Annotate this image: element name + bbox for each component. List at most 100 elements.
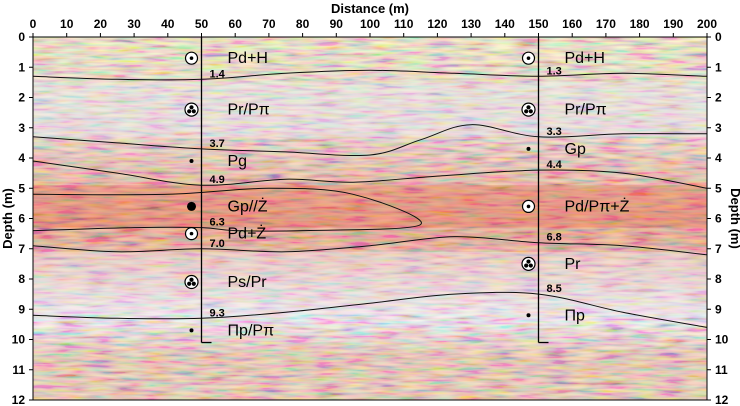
symbol-clover-lobe <box>526 259 531 264</box>
x-axis: 0 10 20 30 40 50 60 70 80 90 100 110 120 130 140 150 160… <box>30 17 717 37</box>
layer-label: Gp <box>565 141 586 158</box>
y-axis-title-right: Depth (m) <box>728 188 740 249</box>
layer-boundary-line <box>32 124 708 157</box>
depth-label: 1.4 <box>210 68 226 80</box>
radargram-image <box>33 37 707 400</box>
x-tick-label: 150 <box>528 17 548 31</box>
x-tick-label: 110 <box>394 17 414 31</box>
y-tick-label-left: 7 <box>18 242 25 256</box>
symbol-clover-lobe <box>187 281 192 286</box>
symbol-clover-lobe <box>191 281 196 286</box>
x-tick-label: 30 <box>127 17 141 31</box>
symbol-clover-lobe <box>528 263 533 268</box>
symbol-clover <box>184 274 199 290</box>
x-tick-label: 60 <box>229 17 243 31</box>
x-tick-label: 140 <box>495 17 515 31</box>
y-tick-label-right: 3 <box>715 121 722 135</box>
y-tick-label-right: 4 <box>715 151 722 165</box>
y-tick-label-right: 1 <box>715 60 722 74</box>
symbol-large-dot <box>187 201 196 211</box>
y-tick-label-left: 2 <box>18 91 25 105</box>
symbol-clover-lobe <box>526 105 531 110</box>
radargram-band <box>33 185 707 228</box>
depth-label: 6.8 <box>547 232 562 244</box>
layer-label: Ps/Pr <box>228 274 268 291</box>
y-tick-label-right: 0 <box>715 30 722 44</box>
layer-label: Pd+H <box>565 50 605 67</box>
x-tick-label: 120 <box>427 17 447 31</box>
y-tick-label-left: 10 <box>12 333 26 347</box>
x-tick-label: 130 <box>461 17 481 31</box>
layer-label: Pr <box>565 256 582 273</box>
symbol-clover <box>521 256 536 271</box>
layer-boundary-line <box>32 160 708 189</box>
x-tick-label: 80 <box>296 17 310 31</box>
y-tick-label-right: 9 <box>715 302 722 316</box>
y-tick-label-left: 6 <box>18 212 25 226</box>
y-tick-label-left: 11 <box>12 363 25 377</box>
depth-label: 3.3 <box>547 126 562 138</box>
symbol-clover-lobe <box>528 109 533 114</box>
layer-label: Pd+H <box>228 50 268 67</box>
layer-boundary-line <box>32 187 422 232</box>
x-tick-label: 70 <box>262 17 276 31</box>
y-tick-label-right: 2 <box>715 91 722 105</box>
x-tick-label: 0 <box>30 17 37 31</box>
radargram-texture <box>33 37 707 400</box>
layer-label: Pd+Ż <box>228 224 267 243</box>
symbol-clover-lobe <box>191 109 196 114</box>
y-tick-label-left: 0 <box>18 30 25 44</box>
symbol-clover-lobe <box>524 263 529 268</box>
depth-label: 8.5 <box>547 283 562 295</box>
symbol-small-dot <box>189 328 194 333</box>
symbol-small-dot <box>526 313 531 318</box>
radargram-band <box>33 82 707 137</box>
symbol-clover <box>521 102 536 117</box>
layer-label: Gp//Ż <box>228 196 268 215</box>
x-tick-label: 200 <box>697 17 717 31</box>
y-tick-label-right: 6 <box>715 212 722 226</box>
x-tick-label: 180 <box>630 17 650 31</box>
layer-boundaries <box>32 69 708 328</box>
layer-label: Pr/Pπ <box>565 102 607 119</box>
depth-label: 1.3 <box>547 65 562 77</box>
x-tick-label: 50 <box>195 17 209 31</box>
x-tick-label: 40 <box>161 17 175 31</box>
layer-boundary-line <box>32 236 708 256</box>
layer-label: Pg <box>228 153 248 170</box>
y-tick-label-left: 9 <box>18 302 25 316</box>
depth-label: 9.3 <box>210 307 225 319</box>
borehole-2: Pd+H Pr/Pπ Gp Pd/Pπ+Ż Pr Πp 1.3 3.3 4.4 6.8 8.5 <box>521 37 630 344</box>
symbol-small-dot <box>189 159 194 164</box>
x-tick-label: 90 <box>330 17 344 31</box>
symbol-clover-lobe <box>189 105 194 110</box>
x-tick-label: 20 <box>94 17 108 31</box>
radargram-band <box>33 251 707 316</box>
layer-label: Πp/Pπ <box>228 322 275 339</box>
y-tick-label-left: 3 <box>18 121 25 135</box>
y-tick-label-left: 12 <box>12 393 26 406</box>
symbol-circle-dot-center <box>526 204 531 209</box>
y-tick-label-right: 7 <box>715 242 722 256</box>
symbol-clover-lobe <box>189 277 194 282</box>
symbol-circle-dot-center <box>189 56 194 60</box>
symbol-circle-dot-center <box>526 56 531 60</box>
symbol-clover <box>184 102 199 117</box>
layer-boundary-line <box>32 291 708 328</box>
depth-label: 6.3 <box>210 217 225 229</box>
depth-label: 4.9 <box>210 174 225 186</box>
depth-label: 7.0 <box>210 238 225 250</box>
y-tick-label-right: 8 <box>715 272 722 286</box>
y-tick-label-right: 11 <box>715 363 728 377</box>
y-tick-label-left: 5 <box>18 181 25 195</box>
depth-label: 4.4 <box>547 159 563 171</box>
x-tick-label: 190 <box>663 17 683 31</box>
y-tick-label-left: 8 <box>18 272 25 286</box>
y-tick-label-right: 12 <box>715 393 729 406</box>
x-tick-label: 160 <box>562 17 582 31</box>
symbol-clover-lobe <box>524 109 529 114</box>
boreholes: Pd+H Pr/Pπ Pg Gp//Ż Pd+Ż Ps/Pr Πp/Pπ 1.4 3.7 4.9 6… <box>184 37 630 344</box>
